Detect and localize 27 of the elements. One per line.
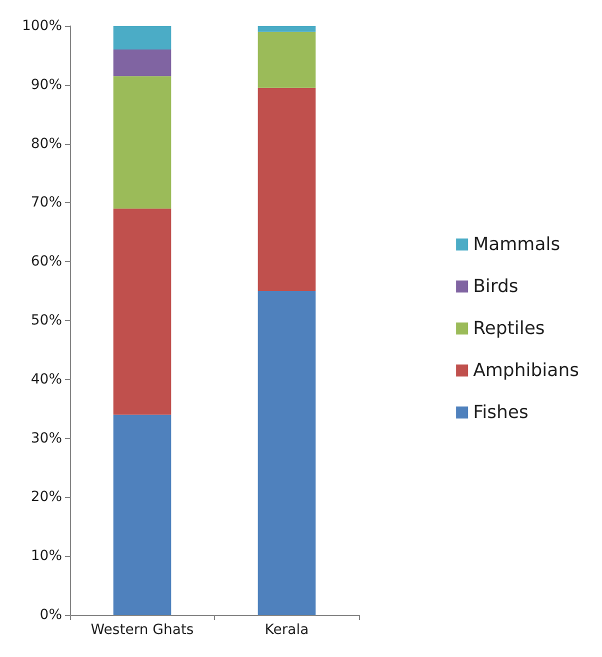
y-tick-label: 40% bbox=[30, 371, 62, 388]
bar bbox=[258, 32, 316, 88]
bar bbox=[113, 414, 172, 615]
legend-label: Birds bbox=[473, 276, 518, 297]
y-tick-label: 70% bbox=[30, 194, 62, 211]
y-tick-label: 50% bbox=[30, 312, 62, 328]
y-tick-label: 30% bbox=[30, 430, 62, 446]
y-tick-label: 0% bbox=[40, 607, 62, 623]
y-tick-label: 60% bbox=[30, 254, 62, 270]
y-tick-label: 90% bbox=[30, 76, 62, 93]
bar bbox=[258, 291, 316, 615]
x-tick-label: Kerala bbox=[264, 622, 309, 638]
bar bbox=[258, 88, 316, 292]
legend-label: Mammals bbox=[473, 234, 560, 255]
bar bbox=[113, 26, 172, 50]
bar bbox=[113, 76, 172, 209]
bar bbox=[113, 50, 172, 76]
legend-label: Reptiles bbox=[473, 318, 545, 339]
y-tick-label: 10% bbox=[30, 548, 62, 564]
y-tick-label: 20% bbox=[30, 489, 62, 506]
legend-label: Fishes bbox=[473, 402, 528, 423]
legend-label: Amphibians bbox=[473, 360, 580, 381]
y-tick-label: 100% bbox=[22, 18, 62, 34]
y-tick-label: 80% bbox=[30, 136, 62, 152]
bar bbox=[113, 208, 172, 415]
x-tick-label: Western Ghats bbox=[90, 622, 194, 638]
bar bbox=[258, 26, 316, 32]
